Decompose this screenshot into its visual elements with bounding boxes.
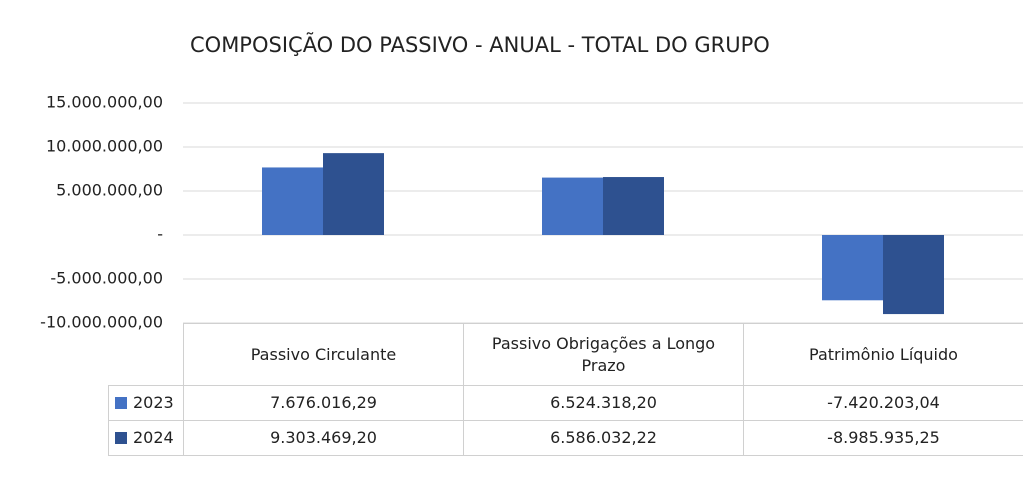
bar <box>262 167 323 235</box>
y-tick-label: -10.000.000,00 <box>40 313 163 332</box>
legend-cell: 2023 <box>108 385 184 421</box>
category-cell: Passivo Obrigações a Longo Prazo <box>463 323 744 386</box>
bar <box>822 235 883 301</box>
value-cell-text: -8.985.935,25 <box>827 428 940 447</box>
bar <box>883 235 944 315</box>
bar <box>542 177 603 235</box>
category-cell-text: Passivo Obrigações a Longo Prazo <box>491 333 716 375</box>
category-cell: Patrimônio Líquido <box>743 323 1023 386</box>
category-cell-text: Passivo Circulante <box>250 344 397 364</box>
value-cell-text: 7.676.016,29 <box>270 393 377 412</box>
value-cell-text: 6.524.318,20 <box>550 393 657 412</box>
bar <box>603 177 664 235</box>
y-tick-label: 10.000.000,00 <box>46 137 163 156</box>
category-cell-text: Patrimônio Líquido <box>809 344 958 364</box>
legend-key <box>115 397 127 409</box>
y-tick-label: -5.000.000,00 <box>50 269 163 288</box>
category-cell: Passivo Circulante <box>183 323 464 386</box>
value-cell: 6.586.032,22 <box>463 420 744 456</box>
value-cell: -7.420.203,04 <box>743 385 1023 421</box>
legend-label: 2023 <box>133 393 174 412</box>
y-tick-label: - <box>157 225 163 244</box>
bar <box>323 153 384 235</box>
y-tick-label: 5.000.000,00 <box>56 181 163 200</box>
value-cell: 7.676.016,29 <box>183 385 464 421</box>
value-cell: 9.303.469,20 <box>183 420 464 456</box>
legend-label: 2024 <box>133 428 174 447</box>
legend-cell: 2024 <box>108 420 184 456</box>
value-cell-text: -7.420.203,04 <box>827 393 940 412</box>
chart-title: COMPOSIÇÃO DO PASSIVO - ANUAL - TOTAL DO… <box>190 31 770 57</box>
legend-key <box>115 432 127 444</box>
y-tick-label: 15.000.000,00 <box>46 93 163 112</box>
value-cell: 6.524.318,20 <box>463 385 744 421</box>
value-cell: -8.985.935,25 <box>743 420 1023 456</box>
value-cell-text: 9.303.469,20 <box>270 428 377 447</box>
value-cell-text: 6.586.032,22 <box>550 428 657 447</box>
